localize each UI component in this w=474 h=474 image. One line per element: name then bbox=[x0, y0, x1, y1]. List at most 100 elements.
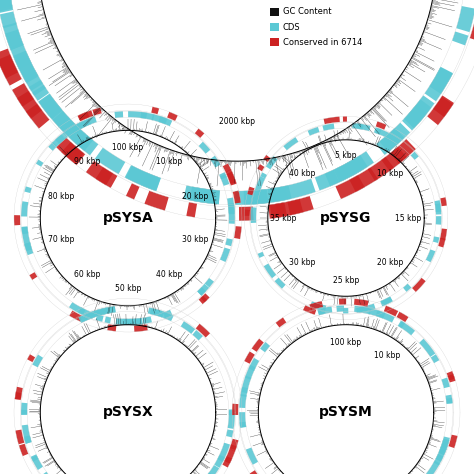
Polygon shape bbox=[19, 444, 28, 456]
Polygon shape bbox=[229, 445, 237, 451]
Polygon shape bbox=[16, 429, 25, 444]
Polygon shape bbox=[315, 170, 339, 191]
Polygon shape bbox=[375, 128, 382, 135]
Text: 70 kbp: 70 kbp bbox=[48, 235, 74, 244]
Polygon shape bbox=[114, 111, 123, 118]
Polygon shape bbox=[439, 438, 449, 454]
Polygon shape bbox=[197, 287, 206, 296]
Polygon shape bbox=[143, 316, 152, 324]
Polygon shape bbox=[31, 455, 43, 470]
Polygon shape bbox=[134, 324, 148, 332]
Polygon shape bbox=[84, 310, 101, 320]
Polygon shape bbox=[470, 11, 474, 42]
Text: pSYSA: pSYSA bbox=[102, 211, 154, 225]
Polygon shape bbox=[283, 179, 316, 200]
Polygon shape bbox=[399, 321, 415, 336]
Polygon shape bbox=[228, 203, 235, 214]
Polygon shape bbox=[186, 202, 197, 218]
Polygon shape bbox=[223, 164, 231, 173]
Text: CDS: CDS bbox=[283, 23, 300, 31]
Polygon shape bbox=[220, 174, 229, 186]
Polygon shape bbox=[230, 439, 238, 450]
Polygon shape bbox=[248, 358, 259, 371]
Polygon shape bbox=[410, 152, 419, 160]
Polygon shape bbox=[126, 165, 161, 191]
Polygon shape bbox=[317, 308, 326, 315]
Polygon shape bbox=[158, 116, 173, 126]
Polygon shape bbox=[0, 0, 12, 9]
Polygon shape bbox=[440, 228, 447, 240]
Polygon shape bbox=[250, 470, 261, 474]
Polygon shape bbox=[26, 104, 50, 128]
Polygon shape bbox=[195, 128, 204, 138]
Polygon shape bbox=[29, 272, 37, 280]
Polygon shape bbox=[38, 94, 62, 118]
Polygon shape bbox=[270, 202, 287, 219]
Polygon shape bbox=[41, 98, 60, 116]
Polygon shape bbox=[425, 461, 440, 474]
Polygon shape bbox=[220, 247, 230, 262]
Polygon shape bbox=[21, 201, 28, 217]
Polygon shape bbox=[276, 199, 303, 218]
Polygon shape bbox=[32, 355, 43, 367]
Polygon shape bbox=[151, 107, 159, 114]
Polygon shape bbox=[23, 70, 43, 91]
Polygon shape bbox=[21, 227, 28, 234]
Polygon shape bbox=[257, 164, 264, 171]
Text: 40 kbp: 40 kbp bbox=[289, 169, 315, 178]
Polygon shape bbox=[247, 187, 255, 195]
Polygon shape bbox=[433, 95, 454, 117]
Polygon shape bbox=[199, 296, 207, 304]
Polygon shape bbox=[337, 305, 344, 312]
Polygon shape bbox=[225, 238, 233, 246]
Polygon shape bbox=[97, 306, 116, 316]
Polygon shape bbox=[14, 54, 38, 83]
Polygon shape bbox=[339, 299, 346, 305]
Polygon shape bbox=[397, 312, 409, 322]
Polygon shape bbox=[96, 314, 104, 322]
Polygon shape bbox=[251, 207, 257, 223]
Polygon shape bbox=[434, 200, 441, 215]
Text: pSYSG: pSYSG bbox=[320, 211, 372, 225]
Polygon shape bbox=[48, 142, 57, 151]
Polygon shape bbox=[105, 317, 111, 324]
Polygon shape bbox=[342, 155, 368, 178]
Polygon shape bbox=[349, 167, 378, 192]
Text: 100 kbp: 100 kbp bbox=[330, 338, 362, 346]
Polygon shape bbox=[24, 186, 32, 193]
Polygon shape bbox=[402, 107, 425, 130]
Polygon shape bbox=[218, 443, 230, 462]
Polygon shape bbox=[67, 125, 91, 149]
Polygon shape bbox=[318, 306, 332, 315]
Polygon shape bbox=[252, 189, 268, 204]
Polygon shape bbox=[190, 187, 211, 203]
Polygon shape bbox=[14, 215, 20, 225]
Text: 5 kbp: 5 kbp bbox=[335, 151, 357, 160]
Text: 50 kbp: 50 kbp bbox=[115, 284, 141, 292]
Polygon shape bbox=[0, 0, 13, 13]
Polygon shape bbox=[310, 301, 323, 310]
Polygon shape bbox=[42, 472, 58, 474]
Polygon shape bbox=[322, 123, 335, 131]
Polygon shape bbox=[5, 29, 24, 50]
Polygon shape bbox=[27, 354, 35, 362]
Polygon shape bbox=[205, 278, 214, 288]
Polygon shape bbox=[245, 210, 250, 216]
Polygon shape bbox=[427, 97, 453, 125]
Polygon shape bbox=[141, 173, 161, 191]
Polygon shape bbox=[346, 151, 374, 176]
Text: 15 kbp: 15 kbp bbox=[395, 214, 422, 222]
Polygon shape bbox=[107, 324, 117, 331]
Polygon shape bbox=[252, 338, 264, 352]
FancyBboxPatch shape bbox=[270, 23, 279, 31]
Polygon shape bbox=[13, 51, 38, 82]
Polygon shape bbox=[92, 108, 102, 116]
Polygon shape bbox=[46, 103, 76, 135]
Polygon shape bbox=[38, 93, 63, 119]
Text: 80 kbp: 80 kbp bbox=[48, 192, 74, 201]
Polygon shape bbox=[256, 186, 288, 204]
Polygon shape bbox=[412, 278, 426, 292]
Polygon shape bbox=[434, 447, 447, 465]
Polygon shape bbox=[308, 127, 319, 136]
Polygon shape bbox=[145, 191, 169, 210]
